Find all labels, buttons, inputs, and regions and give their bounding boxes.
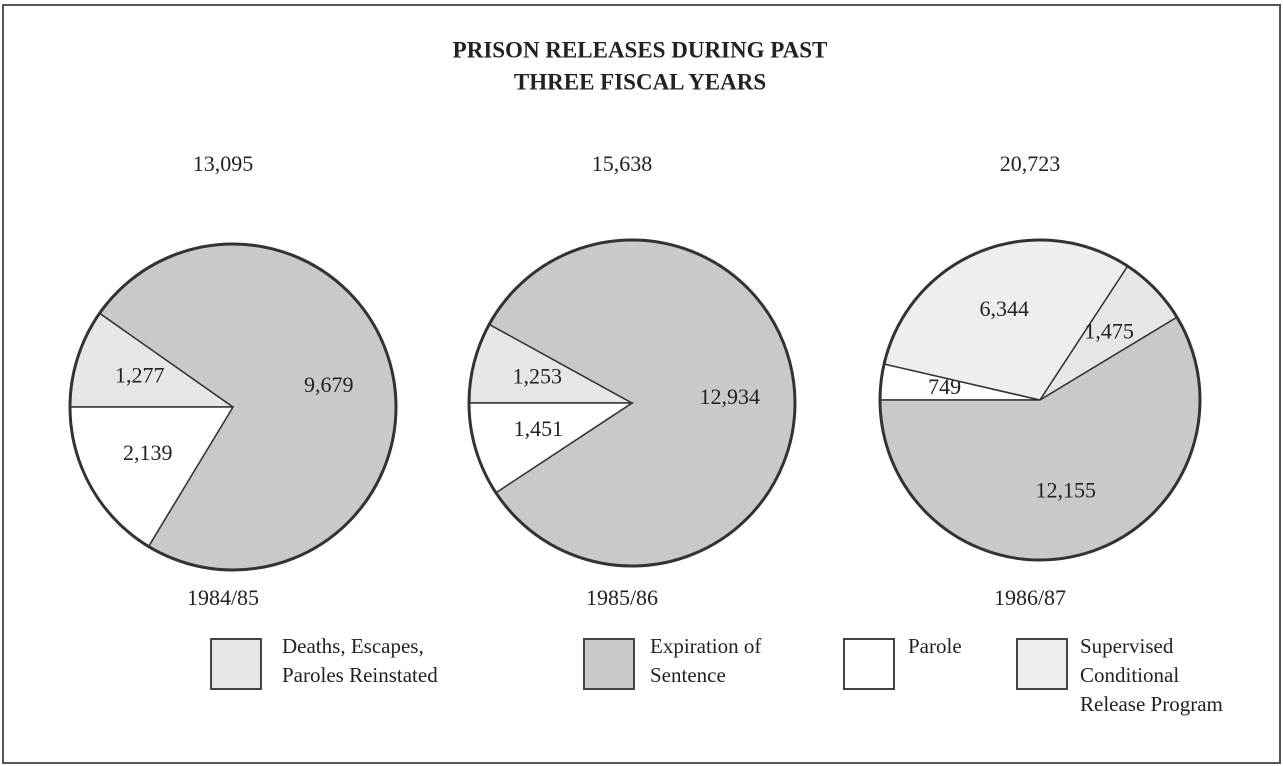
slice-label: 9,679 <box>304 372 354 397</box>
legend-label: Deaths, Escapes, Paroles Reinstated <box>282 634 438 687</box>
pie-label: 1984/85 <box>187 585 259 610</box>
pie-outline <box>467 238 797 568</box>
legend-swatch <box>210 638 262 690</box>
pie-outline <box>68 242 398 572</box>
legend-swatch <box>583 638 635 690</box>
chart-title: THREE FISCAL YEARS <box>514 69 766 94</box>
slice-label: 12,934 <box>699 384 760 409</box>
pie-total: 15,638 <box>592 151 653 176</box>
pie-total: 20,723 <box>1000 151 1061 176</box>
slice-label: 12,155 <box>1036 478 1097 503</box>
slice-label: 1,277 <box>115 363 165 388</box>
slice-label: 1,475 <box>1084 318 1134 343</box>
pie-label: 1986/87 <box>994 585 1066 610</box>
chart-title: PRISON RELEASES DURING PAST <box>453 37 828 62</box>
pie-outline <box>878 238 1202 562</box>
pie-total: 13,095 <box>193 151 254 176</box>
frame <box>2 4 1281 764</box>
slice-label: 6,344 <box>979 296 1029 321</box>
slice-label: 2,139 <box>123 440 173 465</box>
legend-label: Expiration of Sentence <box>650 634 762 687</box>
legend-swatch <box>843 638 895 690</box>
legend-label: Parole <box>908 634 962 658</box>
legend-swatch <box>1016 638 1068 690</box>
slice-label: 1,451 <box>514 416 564 441</box>
legend-label: Supervised Conditional Release Program <box>1080 634 1223 716</box>
pie-label: 1985/86 <box>586 585 658 610</box>
slice-label: 1,253 <box>513 364 563 389</box>
